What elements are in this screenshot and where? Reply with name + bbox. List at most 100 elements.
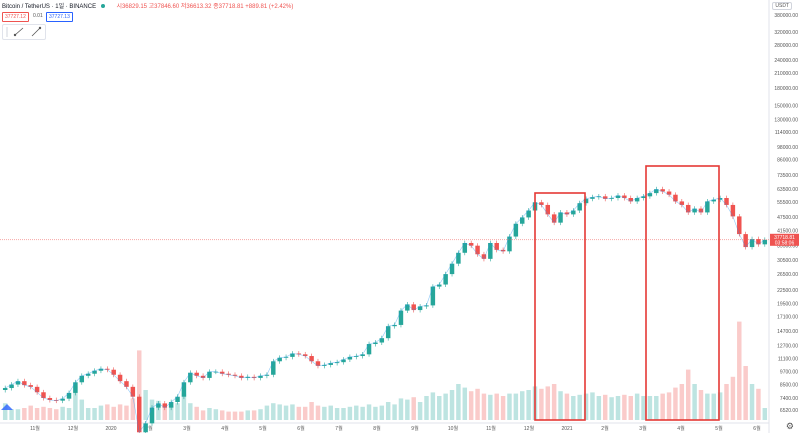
sell-price-button[interactable]: 37727.12	[2, 12, 29, 22]
price-tick-label: 240000.00	[774, 58, 798, 64]
candle	[341, 359, 346, 363]
candle	[354, 356, 359, 357]
symbol-title[interactable]: Bitcoin / TetherUS · 1일 · BINANCE	[2, 4, 97, 10]
volume-bar	[137, 350, 142, 420]
candle	[194, 372, 199, 376]
time-tick-label: 11월	[486, 425, 496, 432]
price-tick-label: 9700.00	[780, 370, 798, 376]
price-tick-label: 7400.00	[780, 396, 798, 402]
gear-icon[interactable]: ⚙	[785, 421, 794, 431]
volume-bar	[513, 393, 519, 420]
chart-tool-icon[interactable]	[13, 27, 24, 37]
volume-bar	[334, 408, 340, 420]
time-tick-label: 2021	[561, 426, 572, 432]
candle	[149, 407, 155, 424]
volume-bar	[309, 402, 314, 420]
last-price-badge	[770, 233, 799, 246]
volume-bar	[698, 390, 704, 420]
volume-bar	[98, 405, 104, 420]
candle	[360, 354, 365, 357]
price-tick-label: 180000.00	[774, 86, 798, 92]
price-tick-label: 22500.00	[777, 288, 798, 294]
volume-bar	[749, 384, 755, 420]
volume-bar	[520, 391, 525, 420]
highlight-rectangle[interactable]	[534, 192, 586, 421]
volume-bar	[15, 409, 21, 420]
highlight-rectangle[interactable]	[645, 165, 720, 421]
candle	[117, 374, 123, 382]
price-tick-label: 86000.00	[777, 158, 798, 164]
volume-bar	[322, 406, 327, 420]
candle	[449, 263, 455, 275]
candle	[130, 386, 136, 397]
volume-bar	[156, 400, 161, 420]
candle	[577, 203, 582, 211]
candle	[634, 198, 640, 202]
volume-bar	[596, 396, 602, 420]
volume-bar	[168, 405, 174, 420]
volume-bar	[475, 388, 480, 420]
candle	[213, 371, 219, 373]
candle	[315, 361, 321, 366]
volume-bar	[41, 406, 46, 420]
buy-price-button[interactable]: 37727.13	[46, 12, 73, 22]
volume-bar	[545, 386, 551, 420]
candle	[328, 363, 333, 365]
candle	[226, 373, 231, 375]
time-tick-label: 12월	[524, 425, 535, 432]
candle	[398, 310, 404, 325]
volume-bar	[283, 405, 289, 420]
candle	[98, 368, 104, 371]
candle	[583, 198, 589, 204]
volume-bar	[366, 404, 372, 420]
candle	[41, 392, 46, 398]
volume-bar	[449, 390, 455, 420]
volume-bar	[717, 392, 723, 420]
pencil-icon[interactable]	[31, 26, 42, 37]
candle	[737, 216, 742, 235]
candle	[251, 376, 257, 378]
volume-bar	[417, 402, 423, 420]
volume-bar	[756, 388, 761, 420]
candle	[66, 392, 72, 399]
candle	[322, 364, 327, 366]
volume-bar	[354, 405, 359, 420]
volume-bar	[271, 403, 276, 420]
price-tick-label: 98000.00	[777, 145, 798, 151]
candle	[232, 374, 238, 376]
price-tick-label: 30500.00	[777, 258, 798, 264]
candle	[660, 189, 665, 192]
candle	[28, 385, 33, 387]
volume-bar	[73, 386, 78, 420]
volume-bar	[360, 406, 365, 420]
volume-bar	[22, 408, 27, 420]
candle	[437, 284, 442, 287]
volume-bar	[590, 392, 595, 420]
brand-logo-icon[interactable]	[1, 404, 13, 410]
candle	[545, 204, 551, 215]
volume-bar	[564, 393, 570, 420]
volume-bar	[219, 410, 225, 420]
time-tick-label: 2월	[601, 425, 609, 432]
candle	[15, 381, 21, 385]
candle	[475, 245, 480, 255]
price-tick-label: 210000.00	[774, 71, 798, 77]
volume-bar	[54, 409, 59, 420]
volume-bar	[85, 408, 91, 420]
currency-label[interactable]: USDT	[772, 2, 792, 10]
volume-bar	[232, 411, 238, 420]
candle	[730, 204, 736, 217]
price-tick-label: 55500.00	[777, 200, 798, 206]
volume-bar	[66, 408, 72, 420]
candle	[2, 388, 8, 390]
price-tick-label: 150000.00	[774, 104, 798, 110]
volume-bar	[385, 402, 391, 420]
candle	[219, 371, 225, 374]
candle	[137, 396, 142, 433]
price-tick-label: 12700.00	[777, 343, 798, 349]
volume-bar	[571, 396, 576, 420]
spread-value: 0.01	[33, 13, 43, 19]
candle	[641, 196, 646, 199]
